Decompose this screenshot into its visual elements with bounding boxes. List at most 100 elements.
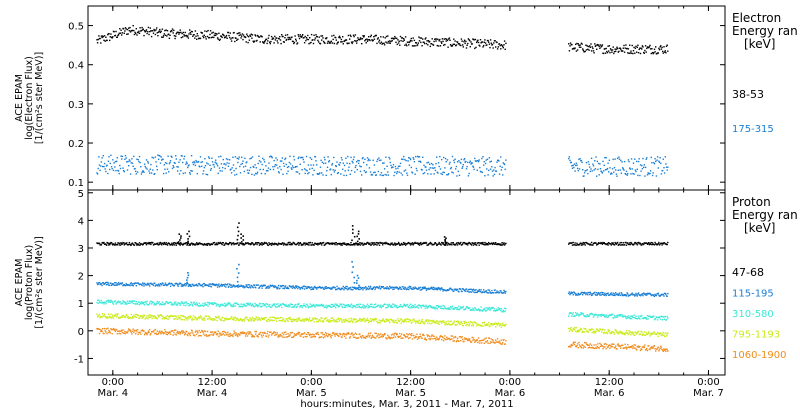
- data-point: [641, 45, 644, 47]
- data-point: [583, 172, 586, 174]
- data-point: [263, 318, 265, 321]
- data-point: [504, 310, 506, 312]
- data-point: [414, 286, 416, 288]
- data-point: [467, 323, 469, 326]
- data-point: [117, 170, 120, 172]
- data-point: [586, 45, 588, 47]
- data-point: [336, 244, 338, 246]
- data-point: [391, 306, 393, 308]
- data-point: [636, 160, 638, 163]
- data-point: [470, 291, 473, 293]
- data-point: [629, 44, 631, 46]
- data-point: [316, 318, 318, 320]
- data-point: [108, 156, 110, 158]
- data-point: [319, 166, 322, 168]
- data-point: [593, 332, 595, 334]
- data-point: [121, 282, 124, 284]
- data-point: [637, 315, 640, 317]
- data-point: [359, 319, 362, 321]
- data-point: [386, 42, 388, 44]
- data-point: [448, 37, 451, 39]
- data-point: [662, 158, 664, 160]
- data-point: [148, 33, 150, 36]
- data-point: [138, 32, 141, 34]
- data-point: [156, 318, 158, 320]
- data-point: [592, 292, 595, 295]
- data-point: [201, 32, 204, 34]
- data-point: [599, 47, 601, 49]
- data-point: [637, 44, 639, 46]
- data-point: [230, 172, 233, 174]
- data-point: [411, 40, 413, 42]
- data-point: [439, 168, 442, 170]
- data-point: [249, 303, 252, 305]
- data-point: [179, 29, 181, 31]
- data-point: [311, 288, 313, 290]
- data-point: [230, 317, 232, 319]
- data-point: [570, 312, 572, 314]
- data-point: [411, 288, 414, 290]
- data-point: [357, 306, 359, 308]
- data-point: [342, 162, 344, 164]
- data-point: [415, 167, 418, 170]
- data-point: [224, 305, 226, 308]
- data-point: [588, 315, 590, 318]
- data-point: [279, 165, 281, 168]
- data-point: [475, 46, 477, 49]
- data-point: [597, 316, 599, 318]
- data-point: [456, 175, 458, 177]
- data-point: [616, 157, 619, 159]
- data-point: [121, 32, 124, 34]
- data-point: [201, 304, 204, 307]
- data-point: [627, 48, 630, 50]
- data-point: [395, 168, 397, 170]
- data-point: [263, 304, 265, 307]
- data-point: [155, 304, 157, 306]
- data-point: [373, 171, 375, 174]
- data-point: [247, 242, 249, 244]
- data-point: [161, 284, 163, 286]
- data-point: [302, 287, 304, 290]
- data-point: [306, 38, 308, 40]
- data-point: [157, 314, 159, 316]
- data-point: [255, 305, 257, 307]
- data-point: [441, 307, 444, 310]
- data-point: [392, 244, 395, 246]
- data-point: [289, 285, 292, 288]
- data-point: [630, 317, 633, 320]
- data-point: [488, 43, 491, 45]
- data-point: [365, 288, 367, 291]
- data-point: [469, 291, 471, 293]
- data-point: [209, 302, 212, 304]
- data-point: [184, 172, 186, 174]
- data-point: [587, 48, 589, 50]
- data-point: [386, 286, 388, 288]
- data-point: [406, 172, 408, 174]
- data-point-spike: [186, 276, 189, 279]
- data-point: [629, 242, 631, 244]
- data-point: [253, 174, 256, 176]
- data-point: [385, 320, 388, 322]
- data-point: [436, 305, 438, 307]
- data-point: [336, 243, 339, 245]
- data-point: [189, 243, 191, 245]
- data-point: [253, 40, 256, 42]
- data-point: [576, 49, 579, 51]
- data-point: [292, 40, 294, 43]
- data-point: [96, 316, 99, 318]
- data-point: [258, 287, 260, 289]
- data-point: [143, 282, 146, 285]
- data-point: [453, 308, 456, 310]
- data-point: [660, 48, 663, 50]
- data-point: [366, 303, 369, 305]
- data-point: [405, 159, 407, 162]
- data-point: [133, 283, 136, 285]
- data-point: [569, 327, 571, 330]
- data-point: [322, 288, 325, 290]
- data-point: [354, 243, 357, 245]
- data-point: [391, 242, 393, 244]
- data-point: [277, 303, 279, 305]
- data-point: [484, 308, 486, 311]
- data-point: [616, 294, 618, 296]
- data-point: [328, 319, 331, 321]
